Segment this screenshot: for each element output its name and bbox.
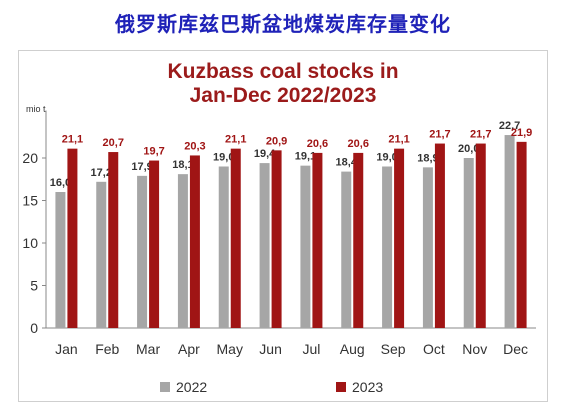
- data-label-2023-nov: 21,7: [470, 129, 491, 141]
- data-label-2023-oct: 21,7: [429, 129, 450, 141]
- data-label-2022-feb: 17,2: [91, 167, 112, 179]
- bar-2023-dec: [516, 141, 527, 328]
- data-label-2022-dec: 22,7: [499, 120, 520, 132]
- data-label-2022-sep: 19,0: [376, 152, 397, 164]
- bar-2022-jun: [259, 163, 270, 328]
- bar-2022-apr: [177, 174, 188, 328]
- bar-2023-apr: [189, 155, 200, 328]
- bar-2022-nov: [463, 158, 474, 328]
- y-tick-label: 10: [22, 235, 38, 251]
- chart-title-line1: Kuzbass coal stocks in: [167, 60, 399, 83]
- bar-2023-aug: [353, 152, 364, 328]
- data-label-2022-jun: 19,4: [254, 148, 276, 160]
- x-tick-label-mar: Mar: [136, 341, 160, 357]
- data-label-2023-aug: 20,6: [348, 138, 369, 150]
- legend-label-2023: 2023: [352, 379, 384, 395]
- x-tick-label-dec: Dec: [503, 341, 528, 357]
- data-label-2022-oct: 18,9: [417, 152, 438, 164]
- legend-item-2022: 2022: [160, 379, 207, 395]
- bar-2022-sep: [382, 166, 393, 328]
- x-tick-label-may: May: [217, 341, 243, 357]
- y-tick-label: 0: [30, 320, 38, 336]
- x-tick-label-jun: Jun: [259, 341, 282, 357]
- x-tick-label-oct: Oct: [423, 341, 445, 357]
- x-tick-label-jan: Jan: [55, 341, 78, 357]
- x-tick-label-sep: Sep: [381, 341, 406, 357]
- data-label-2023-feb: 20,7: [103, 137, 124, 149]
- bar-2022-feb: [96, 181, 107, 328]
- y-tick-label: 20: [22, 150, 38, 166]
- bar-2022-jan: [55, 192, 66, 328]
- data-label-2022-aug: 18,4: [336, 157, 358, 169]
- x-tick-label-aug: Aug: [340, 341, 365, 357]
- bar-2022-dec: [504, 135, 515, 328]
- data-label-2022-jan: 16,0: [50, 177, 71, 189]
- data-label-2022-may: 19,0: [213, 152, 234, 164]
- data-label-2023-jul: 20,6: [307, 138, 328, 150]
- x-tick-label-apr: Apr: [178, 341, 200, 357]
- bar-2023-sep: [394, 148, 405, 328]
- legend-label-2022: 2022: [176, 379, 208, 395]
- bar-2023-mar: [149, 160, 160, 328]
- data-label-2023-jan: 21,1: [62, 134, 83, 146]
- bar-2023-jan: [67, 148, 78, 328]
- data-label-2023-dec: 21,9: [511, 127, 532, 139]
- y-axis-unit-label: mio t: [26, 104, 46, 114]
- bar-2023-nov: [475, 143, 486, 328]
- bar-2023-jun: [271, 150, 282, 328]
- bar-2023-oct: [434, 143, 445, 328]
- bar-2022-oct: [422, 167, 433, 328]
- data-label-2022-mar: 17,9: [131, 161, 152, 173]
- data-label-2023-apr: 20,3: [184, 140, 205, 152]
- data-label-2023-jun: 20,9: [266, 135, 287, 147]
- data-label-2022-apr: 18,1: [172, 159, 193, 171]
- data-label-2023-mar: 19,7: [143, 146, 164, 158]
- y-tick-label: 15: [22, 193, 38, 209]
- bar-2022-aug: [341, 171, 352, 328]
- data-label-2023-may: 21,1: [225, 134, 246, 146]
- bar-2022-may: [218, 166, 229, 328]
- bar-2023-may: [230, 148, 241, 328]
- legend-swatch-2022: [160, 382, 170, 392]
- legend-swatch-2023: [336, 382, 346, 392]
- data-label-2022-jul: 19,1: [295, 151, 316, 163]
- bar-2022-jul: [300, 165, 311, 328]
- x-tick-label-feb: Feb: [95, 341, 119, 357]
- x-tick-label-jul: Jul: [302, 341, 320, 357]
- x-tick-label-nov: Nov: [462, 341, 487, 357]
- y-tick-label: 5: [30, 278, 38, 294]
- chart-title-line2: Jan-Dec 2022/2023: [189, 84, 377, 107]
- bar-2022-mar: [137, 175, 148, 328]
- data-label-2022-nov: 20,0: [458, 143, 479, 155]
- bar-2023-feb: [108, 152, 119, 328]
- data-label-2023-sep: 21,1: [388, 134, 409, 146]
- page-title: 俄罗斯库兹巴斯盆地煤炭库存量变化: [115, 12, 451, 36]
- legend-item-2023: 2023: [336, 379, 383, 395]
- chart-frame: [18, 50, 548, 402]
- bar-2023-jul: [312, 152, 323, 328]
